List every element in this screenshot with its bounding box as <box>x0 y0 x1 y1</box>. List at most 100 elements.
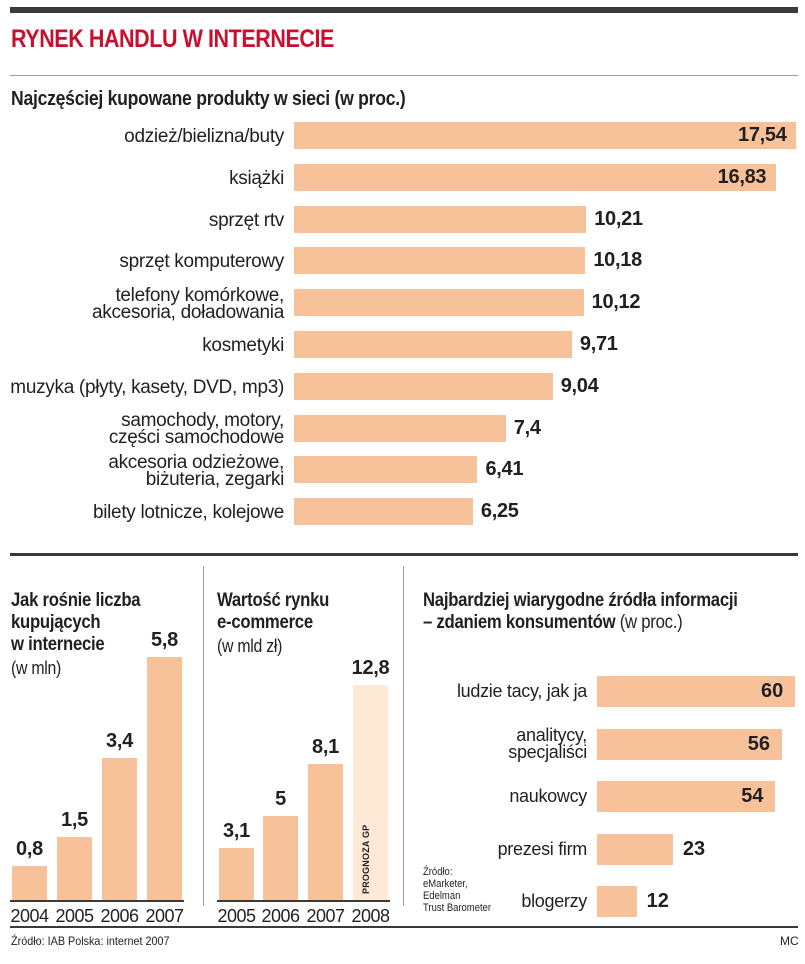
source-value-label: 56 <box>747 732 771 755</box>
ecommerce-title-line-2: e-commerce <box>217 612 313 633</box>
bar-value-label: 7,4 <box>513 416 541 439</box>
ecommerce-baseline <box>217 900 390 902</box>
bar-category-line: odzież/bielizna/buty <box>124 126 284 147</box>
source-bar <box>597 781 776 812</box>
bar-category-label: kosmetyki <box>0 336 284 355</box>
buyers-title-line-1: Jak rośnie liczba <box>11 590 141 611</box>
bar-category-line: telefony komórkowe, <box>115 284 284 306</box>
source-bar <box>597 676 795 707</box>
bar-category-label: książki <box>0 167 284 189</box>
ecommerce-value-label: 5 <box>275 788 286 811</box>
bar <box>294 122 796 149</box>
bar-category-label: sprzęt rtv <box>0 209 284 231</box>
bar-category-label: bilety lotnicze, kolejowe <box>0 502 284 524</box>
bar-value-label: 10,21 <box>594 207 643 230</box>
ecommerce-year-label: 2008 <box>351 906 390 926</box>
sources-note-line-2: eMarketer, <box>423 878 468 890</box>
bar-value-label: 16,83 <box>717 165 767 188</box>
bar <box>294 205 587 233</box>
source-footnote: Źródło: IAB Polska: internet 2007 <box>11 934 170 948</box>
buyers-chart-unit: (w mln) <box>11 658 62 678</box>
buyers-title-line-2: kupujących <box>11 612 101 633</box>
sources-title-line-1: Najbardziej wiarygodne źródła informacji <box>423 590 738 611</box>
buyers-column <box>147 657 182 900</box>
middle-rule <box>10 553 798 556</box>
source-category-label: ludzie tacy, jak ja <box>297 681 587 701</box>
source-value-label: 54 <box>741 785 764 807</box>
credit-mark: MC <box>780 934 799 948</box>
sources-note-line-1: Źródło: <box>423 866 453 878</box>
source-value-label: 23 <box>682 837 706 860</box>
top-rule <box>10 7 798 13</box>
buyers-year-label: 2007 <box>145 906 184 926</box>
bar-category-line: książki <box>229 167 284 189</box>
bar-category-label: muzyka (płyty, kasety, DVD, mp3) <box>0 376 284 398</box>
ecommerce-year-label: 2005 <box>217 906 256 926</box>
buyers-value-label: 1,5 <box>61 809 88 832</box>
sources-title-line-2: – zdaniem konsumentów (w proc.) <box>423 612 738 634</box>
bar-category-line: biżuteria, zegarki <box>145 468 285 490</box>
ecommerce-column <box>219 847 254 900</box>
buyers-chart-title: Jak rośnie liczba kupujących w interneci… <box>11 590 141 656</box>
source-category-line: ludzie tacy, jak ja <box>456 681 587 701</box>
bar-value-label: 6,25 <box>480 500 519 523</box>
title-divider <box>10 75 798 76</box>
bar-category-line: akcesoria odzieżowe, <box>108 451 284 473</box>
source-category-label: naukowcy <box>297 786 587 806</box>
bar-category-line: części samochodowe <box>108 427 284 449</box>
ecommerce-column <box>308 763 343 900</box>
bar-category-label: odzież/bielizna/buty <box>0 126 284 147</box>
ecommerce-value-label: 3,1 <box>223 819 250 842</box>
ecommerce-value-label: 8,1 <box>312 735 339 758</box>
source-category-label: blogerzy <box>297 892 587 910</box>
sources-note: Źródło: eMarketer, Edelman Trust Baromet… <box>423 866 491 914</box>
buyers-year-label: 2006 <box>100 906 139 926</box>
sources-note-line-4: Trust Barometer <box>423 902 491 914</box>
bar-category-label: samochody, motory, części samochodowe <box>0 410 284 449</box>
ecommerce-chart-title: Wartość rynku e-commerce <box>217 590 329 634</box>
buyers-value-label: 5,8 <box>151 629 178 651</box>
source-category-label: analitycy, specjaliści <box>297 725 587 761</box>
bar-category-line: muzyka (płyty, kasety, DVD, mp3) <box>10 376 284 398</box>
bar-category-line: sprzęt rtv <box>208 209 284 231</box>
source-category-line: analitycy, <box>516 725 587 745</box>
bar <box>294 456 478 484</box>
bar <box>294 414 506 442</box>
buyers-value-label: 3,4 <box>106 729 133 752</box>
source-value-label: 12 <box>646 890 669 912</box>
bar <box>294 372 553 400</box>
bar <box>294 331 572 358</box>
section-divider-2 <box>403 566 404 906</box>
ecommerce-chart-unit: (w mld zł) <box>217 636 283 656</box>
bar <box>294 498 473 526</box>
bar-category-line: samochody, motory, <box>121 410 284 432</box>
bar <box>294 247 586 275</box>
bar <box>294 163 776 191</box>
buyers-column <box>102 757 137 900</box>
bar-category-label: telefony komórkowe, akcesoria, doładowani… <box>0 284 284 322</box>
ecommerce-year-label: 2006 <box>261 906 300 926</box>
bar-value-label: 9,04 <box>560 374 599 397</box>
bar-value-label: 10,12 <box>591 291 641 314</box>
sources-chart-title: Najbardziej wiarygodne źródła informacji… <box>423 590 738 634</box>
source-value-label: 60 <box>761 680 784 702</box>
source-category-label: prezesi firm <box>297 838 588 859</box>
buyers-year-label: 2005 <box>55 906 94 926</box>
bar-category-label: sprzęt komputerowy <box>0 252 284 271</box>
bar-value-label: 17,54 <box>738 124 787 146</box>
bottom-rule <box>10 926 798 928</box>
bar <box>294 289 584 317</box>
bar-value-label: 9,71 <box>579 333 618 355</box>
source-bar <box>597 728 782 760</box>
ecommerce-year-label: 2007 <box>306 906 345 926</box>
buyers-column <box>57 837 92 900</box>
ecommerce-column <box>353 685 388 900</box>
bar-value-label: 6,41 <box>485 458 524 481</box>
forecast-label: PROGNOZA GP <box>361 824 371 894</box>
page-title: RYNEK HANDLU W INTERNECIE <box>11 25 334 53</box>
source-bar <box>597 833 673 865</box>
ecommerce-value-label: 12,8 <box>351 657 390 679</box>
bar-category-line: bilety lotnicze, kolejowe <box>92 502 284 524</box>
source-category-line: naukowcy <box>509 786 587 806</box>
source-category-line: prezesi firm <box>497 838 588 859</box>
